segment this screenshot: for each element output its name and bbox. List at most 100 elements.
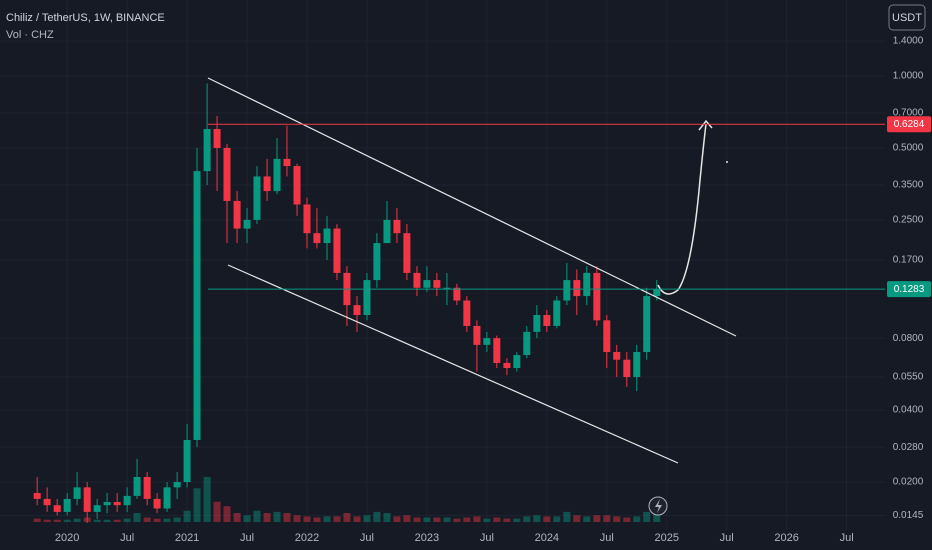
candle-body [123,495,131,506]
x-tick-label: Jul [240,532,254,544]
y-tick-label: 0.0280 [893,442,924,453]
candle-body [503,362,511,369]
x-tick-label: Jul [360,532,374,544]
volume-bar [393,516,401,522]
symbol-title: Chiliz / TetherUS, 1W, BINANCE [6,12,165,24]
candle-body [53,505,61,512]
volume-bar [313,517,321,522]
volume-bar [203,477,211,522]
volume-bar [383,513,391,522]
candle-body [483,338,491,345]
candle-body [93,505,101,512]
candle-body [583,272,591,297]
candle-body [153,498,161,509]
candle-body [533,315,541,332]
candle-body [293,166,301,205]
volume-bar [463,517,471,522]
currency-button[interactable] [888,4,926,31]
x-tick-label: 2023 [415,532,439,544]
price-label: 0.6284 [894,119,925,130]
volume-bar [113,519,121,522]
candles [33,83,661,523]
volume-bar [563,511,571,522]
volume-bar [453,518,461,522]
candle-body [223,147,231,201]
candle-body [543,315,551,326]
candle-body [213,129,221,148]
y-tick-label: 0.0200 [893,477,924,488]
volume-bar [43,519,51,522]
candle-body [73,487,81,499]
channel-lower [227,264,679,464]
volume-bar [173,517,181,522]
volume-bar [233,513,241,522]
volume-bar [343,513,351,522]
volume-bar [653,514,661,522]
volume-bar [63,519,71,522]
x-tick-label: 2022 [295,532,319,544]
candle-body [63,498,71,512]
x-tick-label: 2021 [175,532,199,544]
volume-bar [193,488,201,522]
volume-bar [323,516,331,522]
volume-bar [123,518,131,522]
candle-body [273,158,281,192]
candle-body [193,171,201,440]
candle-body [593,272,601,321]
candle-body [633,352,641,378]
volume-bar [643,511,651,522]
y-tick-label: 0.1700 [893,255,924,266]
volume-bar [423,517,431,522]
y-tick-label: 0.3500 [893,180,924,191]
y-tick-label: 0.0800 [893,333,924,344]
x-tick-label: 2024 [535,532,559,544]
candle-body [333,228,341,273]
y-tick-label: 0.7000 [893,108,924,119]
candle-body [303,204,311,234]
y-tick-label: 0.0400 [893,405,924,416]
y-tick-label: 0.0145 [893,510,924,521]
volume-bar [183,510,191,522]
candle-body [313,233,321,244]
volume-bar [273,511,281,522]
volume-bar [613,516,621,522]
volume-bar [243,515,251,522]
candle-body [363,280,371,316]
volume-bar [373,511,381,522]
volume-bar [543,516,551,522]
volume-bar [53,519,61,522]
volume-bar [473,516,481,522]
candle-body [653,289,661,297]
x-tick-label: Jul [480,532,494,544]
grid [0,0,885,530]
candle-body [623,359,631,378]
volume-bar [293,515,301,522]
x-tick-label: Jul [120,532,134,544]
volume-label: Vol · CHZ [6,29,54,41]
axes: 0.0145 0.0200 0.0280 0.0400 0.0550 0.0800 0.17… [55,36,931,544]
candle-body [513,355,521,369]
volume-bar [73,518,81,522]
candle-body [43,498,51,506]
candle-body [233,200,241,229]
candle-body [383,219,391,244]
x-tick-label: Jul [720,532,734,544]
volume-bar [553,516,561,522]
volume-bar [153,518,161,522]
lightning [655,499,662,513]
dot [726,161,728,163]
currency-label[interactable]: USDT [892,12,922,24]
price-axis [885,0,932,550]
volume-bar [523,516,531,522]
volume-bar [223,506,231,522]
candle-body [393,219,401,234]
volume-bar [413,517,421,522]
volume-bar [103,519,111,522]
volume-bar [363,515,371,522]
y-tick-label: 1.4000 [893,36,924,47]
volume-bar [533,515,541,522]
candle-body [33,492,41,499]
volume-bar [333,516,341,522]
candle-body [553,300,561,326]
